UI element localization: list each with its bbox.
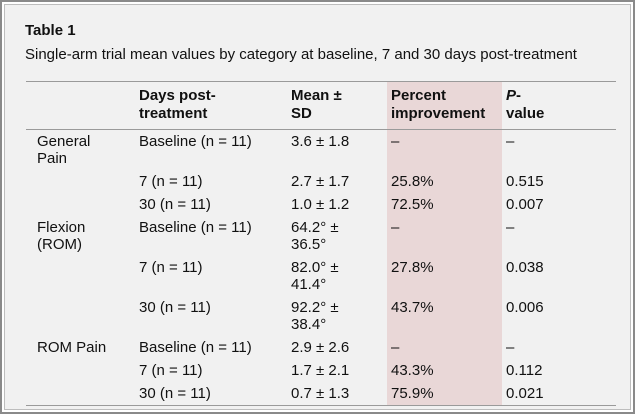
cell-pvalue: 0.021 — [506, 385, 544, 402]
cell-mean-line1: 2.9 ± 2.6 — [291, 339, 350, 356]
cell-mean-line1: 64.2° ± — [291, 219, 339, 236]
header-category — [26, 82, 135, 130]
table-title: Table 1 — [25, 22, 76, 39]
cell-mean-line2: 36.5° — [291, 236, 327, 253]
header-days-line1: Days post- — [139, 87, 216, 104]
cell-category: General Pain — [26, 130, 135, 171]
table-row: 30 (n = 11) 92.2° ±38.4° 43.7% 0.006 — [26, 296, 616, 336]
header-row: Days post- treatment Mean ± SD Percent i… — [26, 81, 616, 130]
table-row: ROM Pain Baseline (n = 11) 2.9 ± 2.6 – – — [26, 336, 616, 359]
cell-percent: – — [387, 336, 502, 359]
cell-percent: 75.9% — [387, 382, 502, 406]
header-pvalue-italic: P — [506, 87, 517, 104]
data-table-wrapper: Days post- treatment Mean ± SD Percent i… — [26, 81, 616, 406]
cell-mean: 1.0 ± 1.2 — [287, 193, 387, 216]
cell-category-line1: Flexion — [37, 219, 86, 236]
cell-percent: 27.8% — [387, 256, 502, 296]
cell-percent: 43.3% — [387, 359, 502, 382]
cell-mean-line1: 2.7 ± 1.7 — [291, 173, 350, 190]
cell-mean: 3.6 ± 1.8 — [287, 130, 387, 171]
cell-category-line2: Pain — [37, 150, 68, 167]
cell-pvalue: 0.006 — [506, 299, 544, 316]
header-days: Days post- treatment — [135, 82, 287, 130]
cell-category — [26, 296, 135, 336]
cell-mean: 82.0° ±41.4° — [287, 256, 387, 296]
table-row: 30 (n = 11) 0.7 ± 1.3 75.9% 0.021 — [26, 382, 616, 406]
cell-category — [26, 193, 135, 216]
header-pvalue: P- value — [502, 82, 616, 130]
cell-category — [26, 359, 135, 382]
cell-mean-line1: 3.6 ± 1.8 — [291, 133, 350, 150]
cell-mean: 1.7 ± 2.1 — [287, 359, 387, 382]
cell-mean: 92.2° ±38.4° — [287, 296, 387, 336]
header-percent: Percent improvement — [387, 81, 502, 130]
cell-category-line2: (ROM) — [37, 236, 82, 253]
header-mean-line1: Mean ± — [291, 87, 342, 104]
cell-percent: 25.8% — [387, 170, 502, 193]
cell-category-line1: General — [37, 133, 91, 150]
table-row: 7 (n = 11) 2.7 ± 1.7 25.8% 0.515 — [26, 170, 616, 193]
cell-mean-line1: 82.0° ± — [291, 259, 339, 276]
cell-mean-line1: 92.2° ± — [291, 299, 339, 316]
data-table: Days post- treatment Mean ± SD Percent i… — [26, 81, 616, 406]
cell-mean-line2: 41.4° — [291, 276, 327, 293]
cell-pvalue: – — [506, 133, 515, 150]
cell-mean-line1: 1.0 ± 1.2 — [291, 196, 350, 213]
cell-category — [26, 170, 135, 193]
cell-category — [26, 256, 135, 296]
cell-category — [26, 382, 135, 406]
cell-category: ROM Pain — [26, 336, 135, 359]
cell-pvalue: – — [506, 219, 515, 236]
cell-mean: 2.7 ± 1.7 — [287, 170, 387, 193]
cell-days: 30 (n = 11) — [139, 196, 211, 213]
header-pvalue-line1: P- — [506, 87, 612, 105]
header-days-line2: treatment — [139, 105, 208, 122]
cell-mean: 64.2° ±36.5° — [287, 216, 387, 256]
table-row: 7 (n = 11) 1.7 ± 2.1 43.3% 0.112 — [26, 359, 616, 382]
table-row: General Pain Baseline (n = 11) 3.6 ± 1.8– – — [26, 129, 616, 171]
cell-mean: 0.7 ± 1.3 — [287, 382, 387, 406]
table-row: 7 (n = 11) 82.0° ±41.4° 27.8% 0.038 — [26, 256, 616, 296]
cell-mean-line1: 1.7 ± 2.1 — [291, 362, 350, 379]
table-caption: Single-arm trial mean values by category… — [25, 46, 577, 63]
cell-percent: 43.7% — [387, 296, 502, 336]
header-mean: Mean ± SD — [287, 82, 387, 130]
cell-days: 7 (n = 11) — [139, 259, 203, 276]
cell-pvalue: 0.112 — [506, 362, 543, 379]
cell-days: Baseline (n = 11) — [139, 219, 252, 236]
header-pvalue-dash: - — [516, 87, 522, 104]
header-percent-line2: improvement — [391, 105, 486, 122]
cell-pvalue: 0.007 — [506, 196, 544, 213]
cell-days: Baseline (n = 11) — [139, 133, 252, 150]
cell-category-line1: ROM Pain — [37, 339, 107, 356]
cell-mean-line1: 0.7 ± 1.3 — [291, 385, 350, 402]
cell-days: 30 (n = 11) — [139, 299, 211, 316]
header-mean-line2: SD — [291, 105, 312, 122]
header-pvalue-line2: value — [506, 105, 545, 122]
table-row: 30 (n = 11) 1.0 ± 1.2 72.5% 0.007 — [26, 193, 616, 216]
cell-days: 30 (n = 11) — [139, 385, 211, 402]
cell-pvalue: – — [506, 339, 515, 356]
table-body: General Pain Baseline (n = 11) 3.6 ± 1.8– –7… — [26, 129, 616, 406]
cell-percent: – — [387, 216, 502, 256]
table-row: Flexion (ROM) Baseline (n = 11) 64.2° ±36.5… — [26, 216, 616, 256]
table-panel: Table 1 Single-arm trial mean values by … — [4, 4, 631, 410]
cell-percent: – — [387, 129, 502, 170]
cell-days: Baseline (n = 11) — [139, 339, 252, 356]
cell-days: 7 (n = 11) — [139, 173, 203, 190]
cell-days: 7 (n = 11) — [139, 362, 203, 379]
cell-category: Flexion (ROM) — [26, 216, 135, 256]
cell-mean: 2.9 ± 2.6 — [287, 336, 387, 359]
cell-pvalue: 0.515 — [506, 173, 544, 190]
cell-mean-line2: 38.4° — [291, 316, 327, 333]
cell-percent: 72.5% — [387, 193, 502, 216]
header-percent-line1: Percent — [391, 87, 447, 104]
cell-pvalue: 0.038 — [506, 259, 544, 276]
